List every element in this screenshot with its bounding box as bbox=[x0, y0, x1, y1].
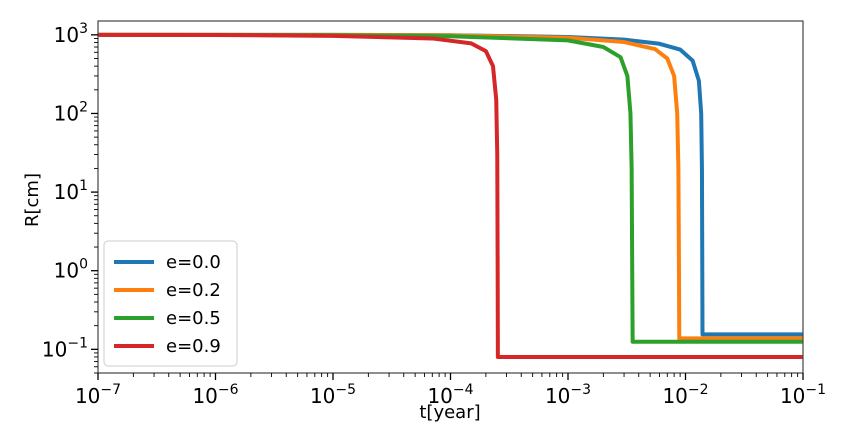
x-tick-label: 10−3 bbox=[545, 382, 591, 408]
y-axis: 103 102 101 100 10−1 bbox=[42, 21, 98, 374]
series-line-3 bbox=[98, 32, 803, 359]
x-tick-label: 10−5 bbox=[310, 382, 356, 408]
x-tick-label: 10−1 bbox=[780, 382, 826, 408]
legend-label: e=0.5 bbox=[166, 308, 221, 329]
y-tick-label: 102 bbox=[54, 99, 88, 125]
x-tick-label: 10−6 bbox=[192, 382, 238, 408]
legend-label: e=0.2 bbox=[166, 280, 221, 301]
x-tick-label: 10−7 bbox=[75, 382, 121, 408]
y-tick-label: 100 bbox=[54, 257, 88, 283]
legend-label: e=0.0 bbox=[166, 252, 221, 273]
y-tick-label: 101 bbox=[54, 178, 88, 204]
x-tick-label: 10−2 bbox=[662, 382, 708, 408]
y-tick-label: 10−1 bbox=[42, 335, 88, 361]
y-tick-label: 103 bbox=[54, 21, 88, 47]
x-axis-label: t[year] bbox=[419, 402, 480, 423]
legend-label: e=0.9 bbox=[166, 336, 221, 357]
plot-lines bbox=[98, 32, 803, 359]
legend: e=0.0 e=0.2 e=0.5 e=0.9 bbox=[103, 240, 238, 367]
legend-box bbox=[103, 240, 238, 367]
x-tick-label: 10−4 bbox=[427, 382, 473, 408]
x-axis: 10−7 10−6 10−5 10−4 10−3 10−2 10−1 bbox=[75, 373, 826, 408]
y-axis-label: R[cm] bbox=[22, 173, 43, 227]
